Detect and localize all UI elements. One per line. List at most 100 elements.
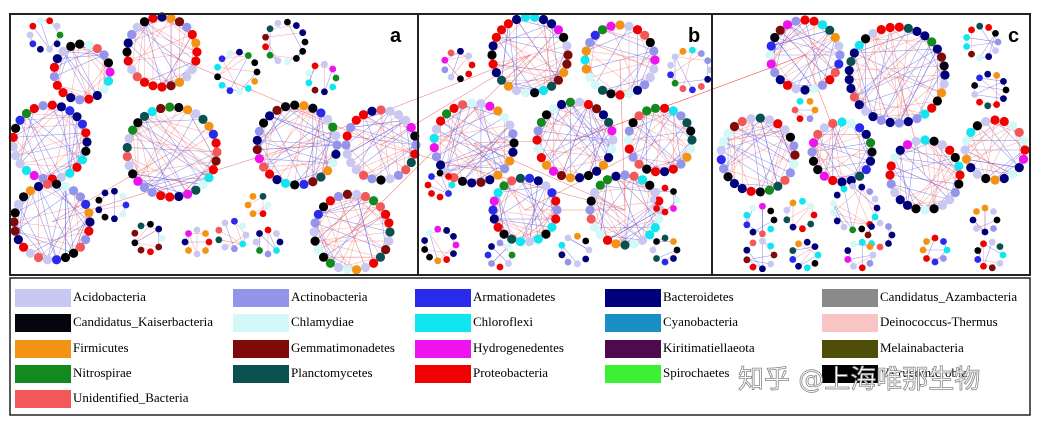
node (556, 99, 567, 110)
edge (570, 102, 604, 166)
node (346, 157, 356, 168)
node (266, 51, 274, 59)
node (911, 136, 921, 146)
edge (303, 112, 322, 185)
node (256, 247, 263, 254)
node (755, 187, 765, 197)
node (903, 23, 913, 33)
node (476, 177, 486, 187)
edge (637, 50, 655, 91)
edge (439, 172, 449, 194)
edge (833, 186, 862, 213)
node (806, 97, 814, 105)
edge (889, 74, 946, 123)
edge (602, 29, 654, 52)
node (488, 59, 498, 69)
node (92, 43, 102, 54)
edge (188, 233, 198, 255)
node (360, 262, 371, 273)
edge (537, 185, 547, 240)
edge (13, 132, 86, 138)
edge (324, 68, 334, 92)
edge (471, 102, 505, 169)
node (532, 135, 542, 145)
edge (318, 206, 381, 215)
node (645, 72, 655, 83)
node (226, 87, 234, 95)
node (927, 37, 937, 47)
node (342, 131, 352, 141)
node (82, 137, 92, 147)
node (885, 117, 895, 128)
edge (813, 142, 825, 177)
node (632, 85, 643, 95)
node (661, 208, 669, 216)
edge (589, 42, 654, 70)
node (813, 165, 823, 175)
node (759, 230, 766, 238)
node (992, 29, 999, 37)
node (541, 160, 552, 170)
node (239, 240, 247, 248)
node (316, 172, 326, 182)
legend-label: Kiritimatiellaeota (663, 340, 755, 355)
node (174, 17, 185, 27)
node (276, 238, 284, 246)
node (676, 159, 686, 169)
node (264, 111, 275, 121)
node (485, 101, 495, 111)
node (132, 72, 142, 82)
node (496, 25, 507, 35)
edge (446, 133, 514, 173)
edge (769, 37, 836, 56)
node (484, 251, 492, 259)
node (342, 189, 353, 199)
node (583, 170, 594, 181)
legend-swatch (15, 390, 71, 408)
edge (52, 110, 71, 180)
edge (436, 106, 491, 157)
node (737, 183, 747, 194)
node (84, 208, 94, 218)
edge (30, 221, 91, 254)
edge (152, 177, 210, 193)
node (226, 49, 234, 57)
node (623, 135, 633, 145)
node (431, 152, 442, 162)
node (147, 248, 154, 256)
edge (628, 42, 651, 94)
node (990, 175, 1000, 185)
legend-swatch (15, 340, 71, 358)
node (381, 209, 391, 219)
node (800, 15, 810, 25)
node (634, 111, 644, 121)
node (606, 21, 616, 31)
node (723, 128, 733, 138)
node (341, 140, 351, 150)
edge (14, 230, 74, 254)
edge (656, 249, 678, 259)
node (743, 256, 751, 264)
node (313, 245, 323, 255)
edge (924, 139, 935, 209)
node (507, 234, 517, 244)
edge (746, 254, 775, 261)
node (524, 173, 535, 183)
node (280, 178, 291, 188)
node (351, 165, 361, 175)
node (424, 181, 432, 189)
edge (899, 41, 933, 124)
node (667, 71, 674, 79)
edge (323, 206, 348, 270)
node (376, 175, 386, 185)
node (273, 230, 280, 237)
edge (859, 127, 871, 162)
node (489, 214, 499, 224)
node (491, 32, 501, 42)
edge (471, 102, 510, 162)
node (615, 20, 625, 30)
edge (427, 184, 449, 194)
node (920, 135, 930, 145)
node (448, 181, 456, 189)
node (582, 237, 590, 245)
